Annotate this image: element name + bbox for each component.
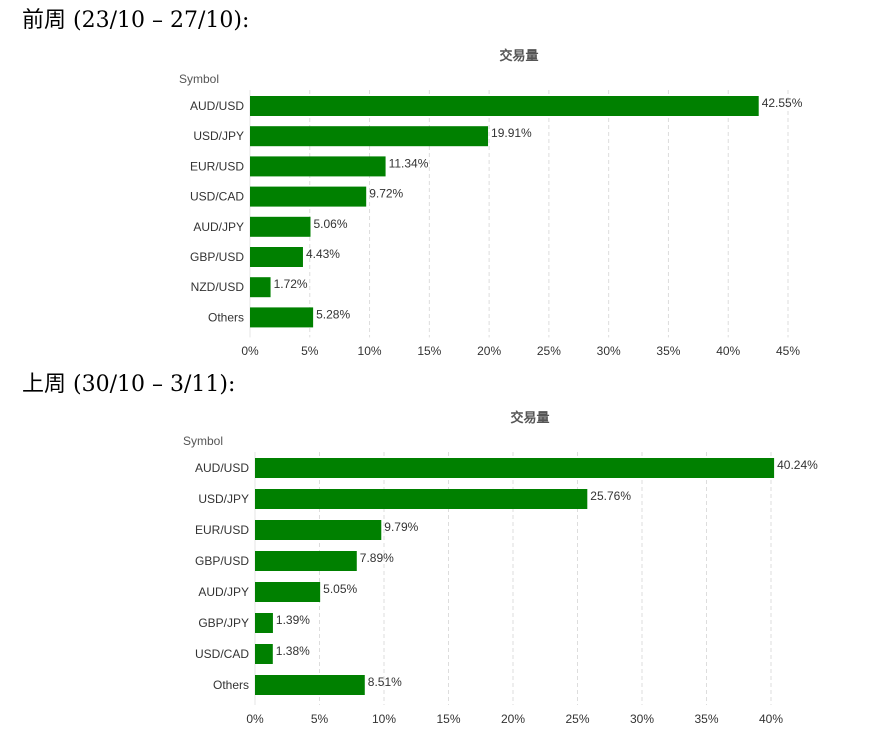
category-label: Others [213, 678, 249, 692]
data-label: 25.76% [590, 489, 631, 503]
x-tick-label: 0% [241, 344, 259, 358]
category-label: AUD/USD [195, 461, 249, 475]
bar [250, 156, 386, 177]
volume-chart-previous-week: 交易量 Symbol AUD/USD 42.55% USD/JPY 19.91% EUR/U… [179, 48, 803, 358]
data-label: 7.89% [360, 551, 394, 565]
x-tick-label: 25% [537, 344, 561, 358]
category-label: USD/JPY [198, 492, 249, 506]
x-tick-label: 5% [311, 712, 329, 726]
data-label: 40.24% [777, 458, 818, 472]
x-tick-label: 10% [358, 344, 382, 358]
data-label: 19.91% [491, 126, 532, 140]
data-label: 1.38% [276, 644, 310, 658]
data-label: 11.34% [389, 156, 429, 170]
category-label: GBP/JPY [198, 616, 249, 630]
bar [255, 675, 365, 695]
x-tick-label: 35% [694, 712, 718, 726]
x-tick-label: 10% [372, 712, 396, 726]
x-tick-label: 20% [477, 344, 501, 358]
data-label: 42.55% [762, 96, 803, 110]
category-label: AUD/USD [190, 99, 244, 113]
x-tick-label: 40% [759, 712, 783, 726]
category-label: AUD/JPY [193, 220, 244, 234]
data-label: 9.72% [369, 187, 403, 201]
category-label: AUD/JPY [198, 585, 249, 599]
category-label: EUR/USD [195, 523, 249, 537]
bar [255, 644, 273, 664]
bar [250, 277, 271, 298]
x-tick-label: 35% [656, 344, 680, 358]
category-label: GBP/USD [195, 554, 249, 568]
data-label: 9.79% [384, 520, 418, 534]
volume-chart-last-week: 交易量 Symbol AUD/USD 40.24% USD/JPY 25.76% EUR/U… [183, 410, 818, 726]
bar [250, 96, 759, 116]
category-label: EUR/USD [190, 159, 244, 173]
category-label: USD/JPY [193, 129, 244, 143]
category-label: USD/CAD [190, 190, 244, 204]
x-tick-label: 45% [776, 344, 800, 358]
bar [250, 126, 489, 147]
x-tick-label: 15% [436, 712, 460, 726]
x-tick-label: 20% [501, 712, 525, 726]
bar [250, 307, 314, 328]
category-label: USD/CAD [195, 647, 249, 661]
bar [250, 216, 311, 237]
bar [250, 247, 303, 267]
bar [255, 520, 382, 540]
x-tick-label: 0% [246, 712, 264, 726]
bar [250, 186, 367, 207]
x-tick-label: 30% [597, 344, 621, 358]
category-label: Others [208, 310, 244, 324]
bar [255, 458, 775, 478]
x-tick-label: 30% [630, 712, 654, 726]
data-label: 5.28% [316, 307, 350, 321]
data-label: 5.05% [323, 582, 357, 596]
data-label: 1.39% [276, 613, 310, 627]
bar [255, 489, 588, 509]
y-axis-label: Symbol [183, 434, 223, 448]
bar [255, 582, 321, 602]
y-axis-label: Symbol [179, 72, 219, 86]
chart-title: 交易量 [499, 48, 538, 64]
bar [255, 613, 273, 633]
data-label: 4.43% [306, 247, 340, 261]
data-label: 5.06% [313, 217, 347, 231]
category-label: GBP/USD [190, 250, 244, 264]
section-heading-last-week: 上周 (30/10 – 3/11): [22, 372, 236, 397]
data-label: 8.51% [368, 675, 402, 689]
data-label: 1.72% [274, 277, 308, 291]
x-tick-label: 40% [716, 344, 740, 358]
x-tick-label: 15% [417, 344, 441, 358]
x-tick-label: 25% [565, 712, 589, 726]
chart-title: 交易量 [510, 410, 549, 426]
bar [255, 551, 357, 571]
x-tick-label: 5% [301, 344, 319, 358]
section-heading-previous-week: 前周 (23/10 – 27/10): [22, 8, 250, 33]
category-label: NZD/USD [191, 280, 245, 294]
